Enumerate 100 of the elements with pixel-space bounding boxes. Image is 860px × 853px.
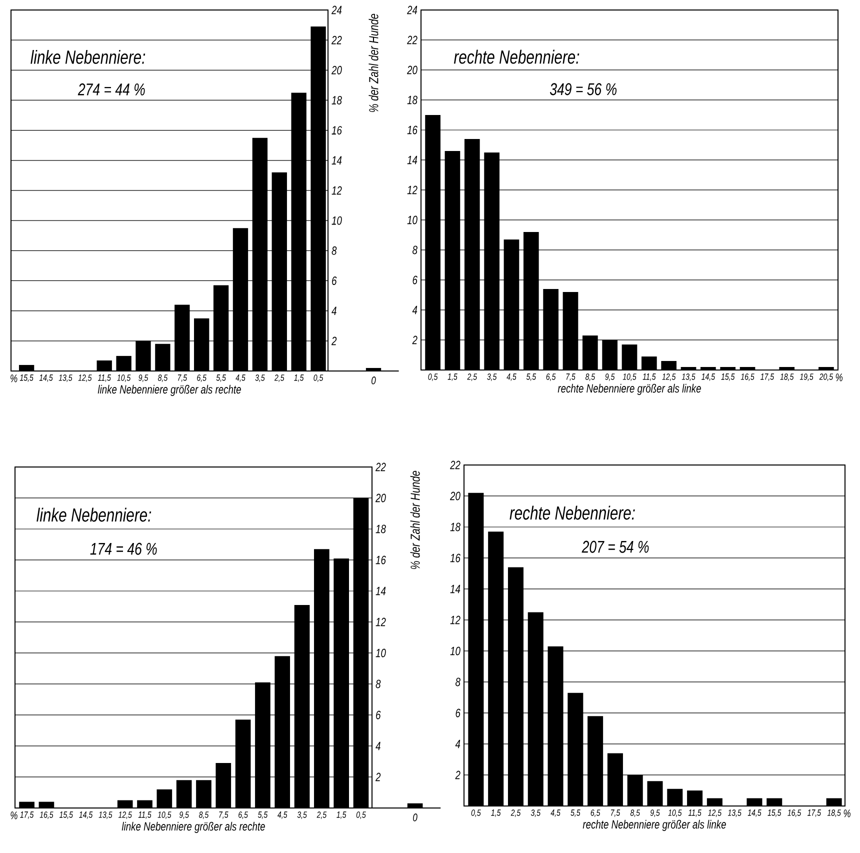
x-tick-label: 12,5 bbox=[78, 374, 92, 382]
x-tick-label: 18,5 bbox=[827, 810, 841, 817]
x-tick-label: 11,5 bbox=[98, 374, 111, 382]
y-tick-label: 12 bbox=[332, 186, 342, 195]
y-tick-label: 10 bbox=[450, 646, 460, 656]
y-tick-label: 18 bbox=[407, 96, 418, 104]
x-tick-label: 1,5 bbox=[336, 812, 346, 819]
x-tick-label: 7,5 bbox=[611, 810, 620, 817]
text: 174 = 46 % bbox=[90, 542, 157, 555]
x-tick-label: 3,5 bbox=[297, 812, 307, 819]
x-tick-label: 0,5 bbox=[314, 374, 324, 382]
y-tick-label: 4 bbox=[455, 740, 460, 748]
x-tick-label: 12,5 bbox=[708, 810, 722, 817]
y-tick-label: 24 bbox=[407, 6, 418, 14]
y-tick-label: 18 bbox=[376, 524, 386, 534]
y-tick-label: 10 bbox=[332, 216, 342, 225]
text: % bbox=[844, 810, 850, 818]
x-tick-label: 4,5 bbox=[550, 810, 560, 817]
y-tick-label: 4 bbox=[376, 742, 380, 750]
x-tick-label: 11,5 bbox=[138, 812, 152, 819]
x-tick-label: 4,5 bbox=[236, 374, 246, 382]
x-tick-label: 6,5 bbox=[197, 374, 206, 382]
y-tick-label: 2 bbox=[455, 770, 460, 780]
x-tick-label: 9,5 bbox=[179, 812, 189, 819]
x-tick-label: 18,5 bbox=[780, 374, 794, 381]
y-tick-label: 20 bbox=[407, 66, 418, 74]
x-tick-label: 13,5 bbox=[98, 812, 112, 819]
x-tick-label: 7,5 bbox=[219, 812, 228, 819]
x-tick-label: 5,5 bbox=[216, 374, 226, 382]
x-tick-label: 6,5 bbox=[546, 374, 556, 381]
y-tick-label: 18 bbox=[450, 522, 460, 532]
x-tick-label: 1,5 bbox=[491, 810, 501, 817]
x-tick-label: 8,5 bbox=[199, 812, 209, 819]
y-tick-label: 16 bbox=[407, 126, 418, 134]
x-tick-label: 0,5 bbox=[471, 810, 481, 817]
y-tick-label: 4 bbox=[332, 306, 336, 315]
x-tick-label: 2,5 bbox=[467, 374, 478, 381]
x-tick-label: 2,5 bbox=[510, 810, 521, 817]
x-tick-label: 3,5 bbox=[487, 374, 497, 381]
x-tick-label: 7,5 bbox=[566, 374, 576, 381]
y-tick-label: 6 bbox=[456, 708, 460, 718]
x-tick-label: 0 bbox=[413, 814, 418, 822]
y-tick-label: 2 bbox=[412, 336, 418, 344]
x-tick-label: 8,5 bbox=[158, 374, 168, 382]
y-axis-title: % der Zahl der Hunde bbox=[368, 14, 378, 112]
x-tick-label: 12,5 bbox=[662, 374, 676, 381]
y-tick-label: 22 bbox=[331, 36, 342, 44]
y-tick-label: 12 bbox=[450, 616, 460, 624]
x-tick-label: 15,5 bbox=[721, 374, 735, 381]
y-tick-label: 12 bbox=[376, 618, 386, 626]
y-tick-label: 16 bbox=[450, 554, 460, 562]
x-tick-label: 7,5 bbox=[178, 374, 188, 382]
y-tick-label: 6 bbox=[376, 710, 381, 720]
y-axis-title: % der Zahl der Hunde bbox=[410, 470, 420, 569]
text: % bbox=[836, 374, 843, 382]
x-tick-label: 10,5 bbox=[117, 374, 131, 382]
x-tick-label: 13,5 bbox=[58, 374, 72, 382]
text: rechte Nebenniere: bbox=[510, 506, 635, 520]
y-tick-label: 20 bbox=[450, 492, 460, 500]
x-axis-title: rechte Nebenniere größer als linke bbox=[582, 820, 726, 832]
x-tick-label: 17,5 bbox=[808, 810, 822, 817]
x-tick-label: 14,5 bbox=[748, 810, 762, 817]
x-tick-label: 14,5 bbox=[79, 812, 93, 819]
x-tick-label: 9,5 bbox=[138, 374, 148, 382]
x-axis-title: linke Nebenniere größer als rechte bbox=[122, 822, 265, 834]
x-tick-label: 16,5 bbox=[40, 812, 54, 819]
y-tick-label: 18 bbox=[332, 96, 342, 104]
x-tick-label: 0,5 bbox=[428, 374, 438, 381]
y-tick-label: 8 bbox=[376, 680, 381, 688]
x-tick-label: 3,5 bbox=[530, 810, 541, 817]
y-tick-label: 22 bbox=[375, 462, 386, 472]
x-tick-label: 10,5 bbox=[158, 812, 172, 819]
text: rechte Nebenniere: bbox=[454, 50, 580, 64]
x-tick-label: 14,5 bbox=[702, 374, 716, 381]
y-tick-label: 24 bbox=[331, 6, 342, 14]
y-tick-label: 2 bbox=[375, 772, 381, 782]
x-tick-label: 20,5 bbox=[819, 374, 834, 381]
x-tick-label: 16,5 bbox=[740, 374, 754, 381]
text: linke Nebenniere: bbox=[30, 50, 146, 64]
x-tick-label: 14,5 bbox=[39, 374, 53, 382]
x-tick-label: 10,5 bbox=[668, 810, 682, 817]
text: 207 = 54 % bbox=[582, 540, 649, 553]
x-tick-label: 15,5 bbox=[768, 810, 782, 817]
y-tick-label: 14 bbox=[332, 156, 342, 165]
x-tick-label: 16,5 bbox=[788, 810, 802, 817]
x-tick-label: 11,5 bbox=[642, 374, 656, 381]
y-tick-label: 2 bbox=[331, 336, 337, 346]
x-tick-label: 5,5 bbox=[570, 810, 580, 817]
x-tick-label: 11,5 bbox=[688, 810, 702, 817]
x-tick-label: 15,5 bbox=[20, 374, 34, 382]
y-tick-label: 4 bbox=[412, 306, 418, 314]
y-tick-label: 16 bbox=[376, 556, 386, 564]
x-tick-label: 0,5 bbox=[356, 812, 366, 819]
y-tick-label: 16 bbox=[332, 126, 342, 135]
x-tick-label: 1,5 bbox=[294, 374, 304, 382]
y-tick-label: 8 bbox=[456, 678, 460, 686]
y-tick-label: 6 bbox=[332, 276, 337, 285]
x-axis-title: linke Nebenniere größer als rechte bbox=[98, 384, 241, 396]
x-tick-label: 0 bbox=[372, 376, 376, 384]
y-tick-label: 22 bbox=[450, 460, 460, 470]
